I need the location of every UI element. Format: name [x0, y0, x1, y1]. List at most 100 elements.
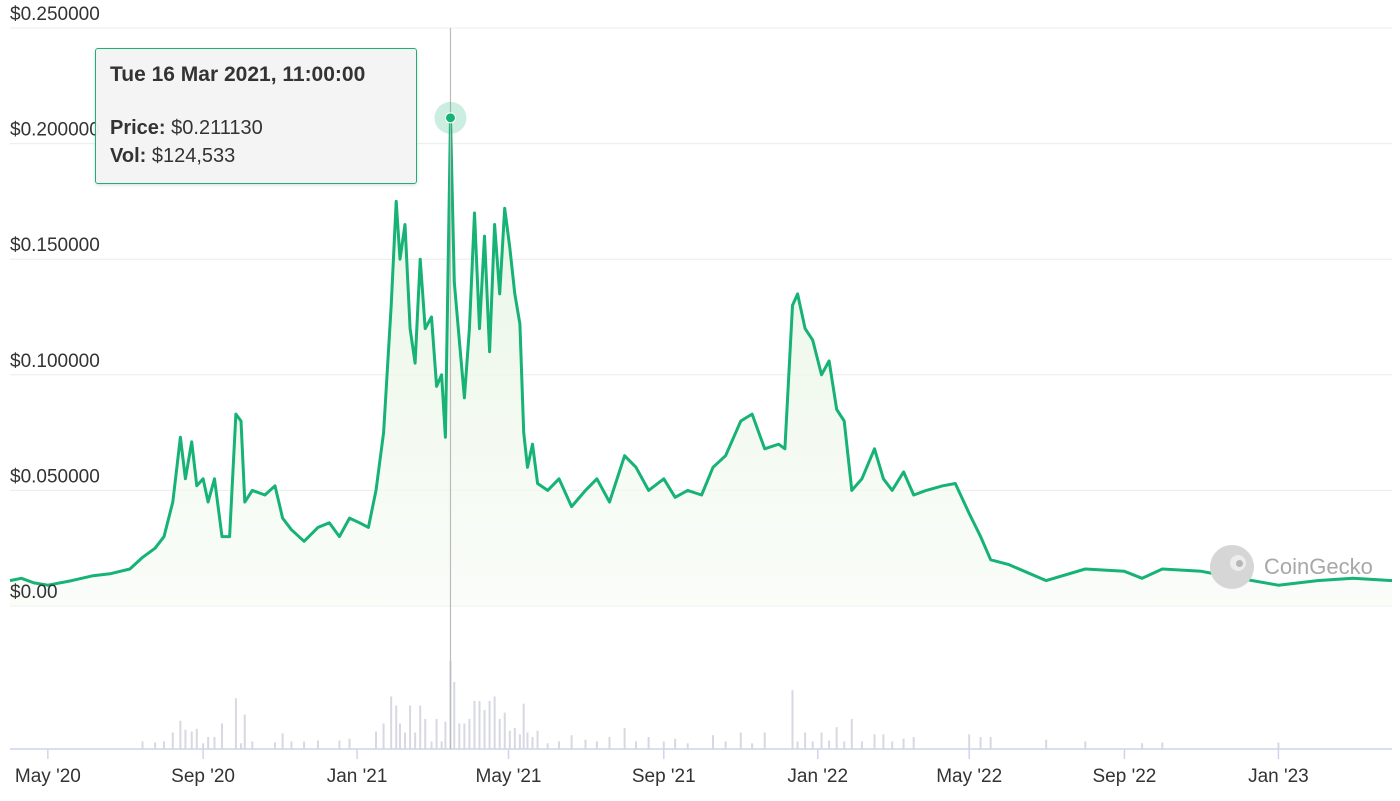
volume-bar [234, 698, 237, 749]
volume-bar [968, 734, 971, 749]
volume-bar [531, 737, 534, 749]
volume-bar [724, 741, 727, 749]
x-tick-label: May '21 [476, 766, 542, 787]
volume-bar [686, 743, 689, 749]
volume-bar [414, 732, 417, 749]
coingecko-logo-icon [1210, 545, 1254, 589]
volume-bar [508, 730, 511, 749]
volume-bar [171, 732, 174, 749]
volume-bar [473, 701, 476, 749]
y-tick-label: $0.250000 [10, 4, 100, 25]
volume-bar [398, 723, 401, 749]
volume-bar [382, 723, 385, 749]
volume-bar [912, 737, 915, 749]
x-tick-label: May '22 [936, 766, 1002, 787]
y-tick-label: $0.050000 [10, 466, 100, 487]
volume-bar [463, 723, 466, 749]
volume-bar [251, 741, 254, 749]
volume-bar [522, 703, 525, 749]
volume-bar [570, 735, 573, 749]
price-line [9, 116, 1393, 587]
y-axis: $0.00 $0.050000 $0.100000 $0.150000 $0.20000… [10, 4, 100, 603]
x-tick-label: Jan '21 [327, 766, 388, 787]
volume-bar [243, 714, 246, 749]
volume-bar [882, 734, 885, 749]
price-area-fill [10, 117, 1392, 607]
volume-bar [435, 719, 438, 749]
x-tick-label: Jan '22 [787, 766, 848, 787]
volume-bar [453, 681, 456, 749]
tooltip-vol-label: Vol: [110, 145, 147, 167]
volume-bar [662, 741, 665, 749]
volume-bar [608, 737, 611, 749]
volume-bar [513, 728, 516, 749]
volume-bar [430, 741, 433, 749]
volume-bar [179, 720, 182, 749]
volume-bar [546, 743, 549, 749]
volume-bar [623, 728, 626, 749]
watermark-text: CoinGecko [1264, 554, 1373, 579]
volume-bar [239, 743, 242, 749]
volume-bar [811, 741, 814, 749]
volume-bar [796, 741, 799, 749]
volume-bar [195, 728, 198, 749]
volume-bar [498, 719, 501, 749]
volume-bar [902, 738, 905, 749]
volume-bar [1141, 743, 1144, 749]
volume-bar [979, 737, 982, 749]
volume-bar [763, 732, 766, 749]
volume-bar [274, 742, 277, 749]
volume-bar [375, 731, 378, 749]
volume-bar [1084, 741, 1087, 749]
volume-bar [444, 721, 447, 749]
volume-bar [419, 705, 422, 749]
volume-bar [647, 737, 650, 749]
tooltip-vol-row: Vol: $124,533 [110, 142, 402, 170]
volume-bar [739, 732, 742, 749]
volume-bar [213, 737, 216, 749]
volume-bar [584, 739, 587, 749]
volume-bar [595, 741, 598, 749]
volume-bar [395, 705, 398, 749]
x-tick-label: Sep '22 [1093, 766, 1157, 787]
volume-bar [1277, 742, 1280, 749]
volume-bar [791, 690, 794, 749]
volume-bar [316, 740, 319, 749]
volume-bar [828, 740, 831, 749]
y-tick-label: $0.200000 [10, 120, 100, 141]
tooltip-price-row: Price: $0.211130 [110, 114, 402, 142]
volume-bar [154, 742, 157, 749]
volume-bar [536, 730, 539, 749]
volume-bar [390, 696, 393, 749]
x-tick-label: May '20 [15, 766, 81, 787]
volume-bar [424, 719, 427, 749]
tooltip-date: Tue 16 Mar 2021, 11:00:00 [110, 63, 366, 86]
volume-bar [281, 733, 284, 749]
volume-bar [141, 741, 144, 749]
volume-bar [635, 741, 638, 749]
coingecko-watermark: CoinGecko [1210, 544, 1373, 590]
volume-bar [891, 741, 894, 749]
volume-bar [221, 723, 224, 749]
volume-bar [162, 741, 165, 749]
x-tick-label: Sep '20 [171, 766, 235, 787]
volume-bar [409, 705, 412, 749]
volume-bar [184, 729, 187, 749]
volume-bar [290, 741, 293, 749]
tooltip-price-value: $0.211130 [171, 117, 263, 139]
volume-bar [458, 723, 461, 749]
y-tick-label: $0.00 [10, 582, 58, 603]
volume-bar [488, 701, 491, 749]
volume-bar [989, 737, 992, 749]
volume-bar [860, 741, 863, 749]
volume-bar [526, 732, 529, 749]
hover-point [444, 112, 456, 124]
volume-bar [835, 727, 838, 749]
volume-bar [751, 743, 754, 749]
y-tick-label: $0.100000 [10, 351, 100, 372]
tooltip-price-label: Price: [110, 117, 166, 139]
volume-bar [711, 735, 714, 749]
volume-bar [1045, 739, 1048, 749]
volume-bar [483, 710, 486, 749]
